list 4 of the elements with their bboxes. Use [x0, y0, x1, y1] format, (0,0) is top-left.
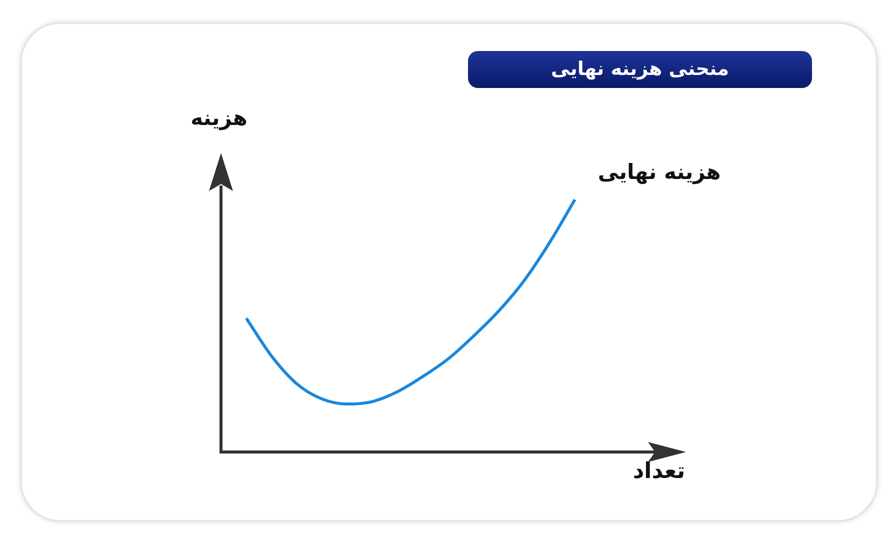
series-label: هزینه نهایی — [598, 160, 721, 186]
y-axis-title: هزینه — [190, 106, 248, 130]
x-axis-title: تعداد — [632, 459, 686, 484]
chart-title: منحنی هزینه نهایی — [468, 51, 812, 88]
